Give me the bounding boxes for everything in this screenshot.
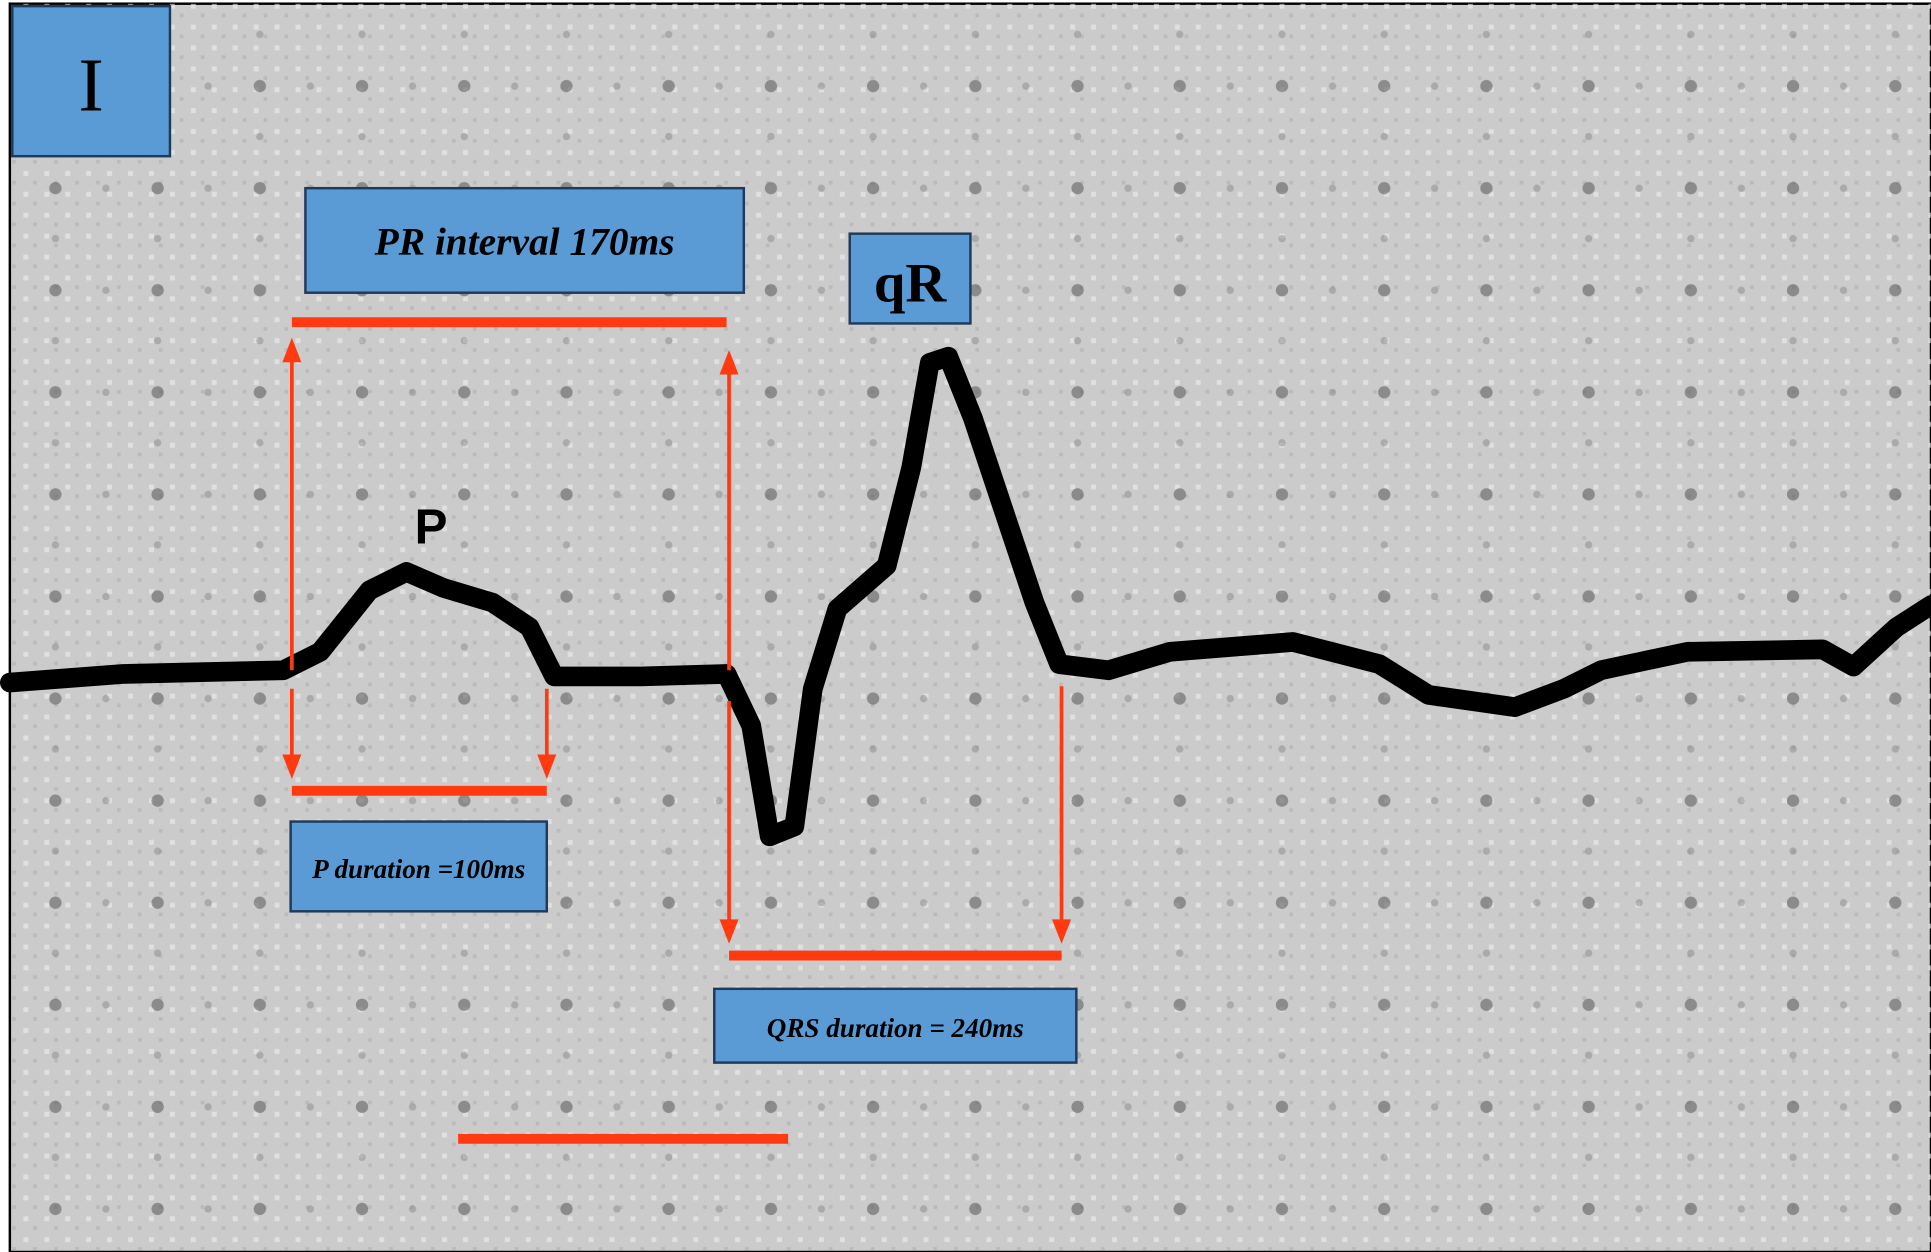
lead-label: I [78,43,103,128]
p-label: P [415,500,448,555]
qr-label: qR [874,252,948,314]
qrs-duration-label: QRS duration = 240ms [767,1013,1024,1043]
p-duration-label: P duration =100ms [311,854,525,884]
pr-label: PR interval 170ms [374,220,675,264]
page: {"lead": "I", "annotations": { "pr_inter… [0,0,1931,1252]
ecg-figure: I PR interval 170ms qR P P duration =100… [0,0,1931,1252]
paper-grid [10,4,1931,1252]
